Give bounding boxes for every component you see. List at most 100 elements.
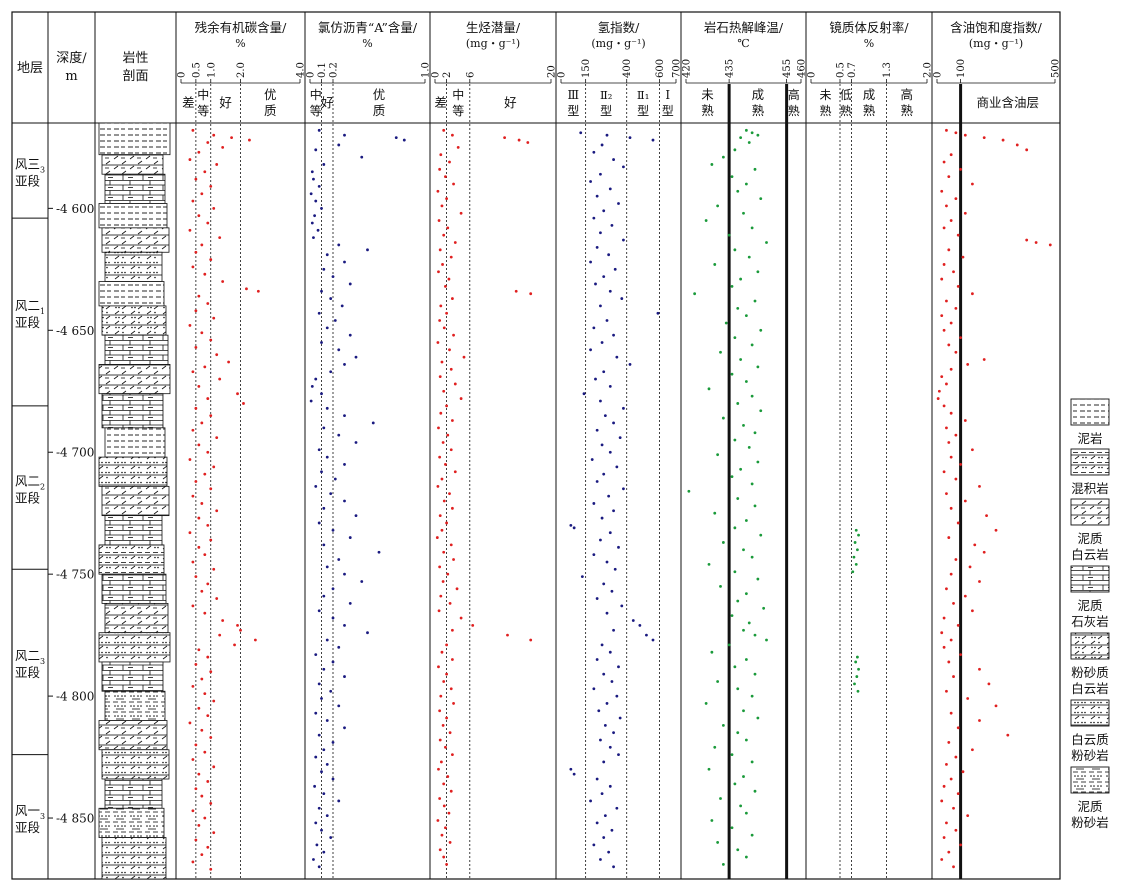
data-point	[325, 638, 329, 642]
data-point	[449, 448, 453, 452]
data-point	[320, 770, 323, 774]
data-point	[320, 828, 323, 832]
lithology-bed	[104, 427, 166, 458]
track-tick-label: 1.0	[206, 62, 217, 78]
lithology-bed	[98, 281, 165, 307]
data-point	[442, 389, 446, 393]
class-label: 好	[504, 95, 517, 110]
data-point	[439, 694, 443, 698]
data-point	[325, 326, 329, 330]
data-point	[602, 370, 606, 374]
track-tick-label: 2.0	[236, 62, 247, 78]
data-point	[317, 865, 321, 869]
stratum-header: 地层	[17, 61, 43, 76]
data-point	[852, 555, 856, 559]
data-point	[595, 821, 599, 825]
data-point	[605, 560, 609, 564]
data-point	[343, 133, 346, 137]
track-tick-label: 600	[655, 59, 666, 78]
data-point	[750, 226, 754, 230]
data-point	[736, 306, 740, 310]
data-point	[206, 655, 210, 659]
data-point	[197, 443, 201, 447]
data-point	[945, 299, 948, 303]
data-point	[444, 463, 447, 466]
data-point	[603, 814, 607, 817]
data-point	[325, 762, 329, 766]
track-unit: %	[235, 37, 245, 50]
data-point	[704, 702, 708, 705]
data-point	[620, 297, 624, 300]
class-label: 成	[752, 87, 765, 102]
track-tick-label: 0	[306, 72, 317, 78]
data-point	[317, 806, 321, 810]
data-point	[448, 160, 451, 164]
data-point	[197, 384, 201, 388]
class-label-line2: 等	[310, 104, 322, 118]
data-point	[747, 621, 751, 625]
data-point	[721, 416, 725, 420]
data-point	[605, 319, 609, 322]
data-point	[599, 538, 602, 542]
data-point	[589, 260, 592, 264]
data-point	[747, 141, 751, 144]
data-point	[693, 292, 697, 296]
data-point	[750, 131, 754, 135]
data-point	[442, 680, 446, 683]
data-point	[209, 414, 213, 418]
class-label: 好	[321, 95, 334, 110]
data-point	[348, 282, 352, 286]
outer-border	[11, 11, 1061, 880]
data-point	[451, 297, 454, 300]
track-tick-label: 0.5	[191, 62, 202, 78]
data-point	[765, 638, 768, 642]
data-point	[759, 409, 763, 413]
data-point	[221, 280, 225, 283]
class-label: 商业含油层	[977, 95, 1040, 110]
data-point	[579, 131, 583, 135]
data-point	[317, 609, 321, 613]
data-point	[191, 604, 195, 608]
data-point	[529, 292, 533, 296]
data-point	[436, 341, 440, 344]
data-point	[439, 594, 443, 598]
data-point	[239, 628, 242, 632]
data-point	[526, 141, 530, 144]
data-point	[325, 253, 329, 257]
data-point	[197, 214, 201, 218]
data-point	[959, 167, 962, 171]
data-point	[1006, 733, 1010, 737]
data-point	[940, 277, 944, 281]
legend-swatch	[1070, 498, 1110, 526]
track-title: 残余有机碳含量/	[195, 20, 288, 35]
data-point	[191, 199, 195, 203]
data-point	[971, 609, 974, 613]
data-point	[1015, 143, 1019, 147]
data-point	[595, 194, 599, 198]
data-point	[453, 382, 457, 386]
data-point	[600, 143, 604, 147]
data-point	[750, 694, 754, 698]
data-point	[721, 155, 725, 159]
data-point	[608, 384, 612, 388]
data-point	[753, 167, 757, 171]
data-point	[445, 197, 448, 201]
legend-label: 白云岩	[1071, 547, 1109, 562]
data-point	[322, 506, 326, 510]
data-point	[952, 675, 955, 678]
track-tick-label: 700	[672, 59, 683, 78]
data-point	[762, 606, 766, 610]
data-point	[459, 397, 463, 400]
data-point	[194, 177, 198, 181]
data-point	[441, 441, 445, 444]
data-point	[602, 275, 606, 279]
data-point	[949, 455, 953, 459]
data-point	[608, 289, 612, 293]
data-point	[441, 580, 445, 583]
lithology-bed	[101, 305, 167, 336]
legend-label: 石灰岩	[1071, 614, 1109, 629]
data-point	[206, 450, 210, 454]
data-point	[317, 521, 321, 525]
track-tick-label: 0	[933, 72, 944, 78]
lithology-bed	[101, 154, 164, 175]
